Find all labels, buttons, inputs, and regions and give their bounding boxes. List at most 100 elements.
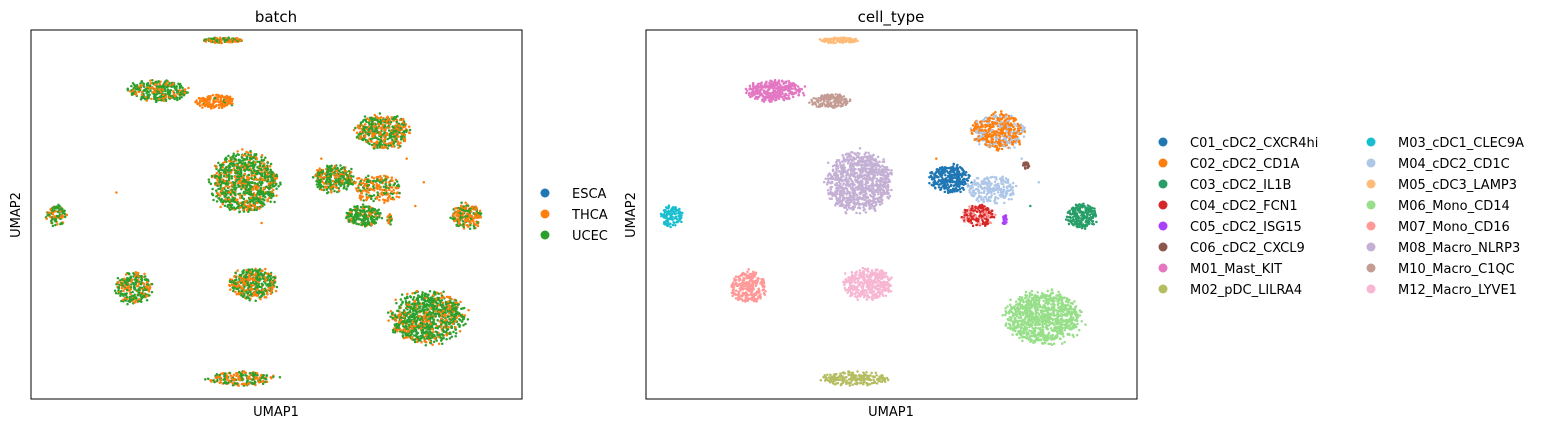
point bbox=[231, 155, 234, 159]
point bbox=[245, 290, 248, 293]
point bbox=[464, 219, 467, 223]
point bbox=[256, 182, 259, 186]
point bbox=[258, 198, 261, 201]
point bbox=[259, 272, 263, 275]
point bbox=[376, 191, 379, 194]
point bbox=[142, 295, 146, 299]
point bbox=[367, 215, 370, 218]
point bbox=[408, 131, 412, 135]
point bbox=[354, 215, 357, 218]
point bbox=[331, 179, 335, 183]
point bbox=[462, 210, 465, 214]
point bbox=[474, 223, 477, 227]
cluster-7 bbox=[449, 201, 483, 231]
point bbox=[272, 175, 275, 178]
point bbox=[433, 336, 436, 340]
point bbox=[208, 105, 211, 109]
point bbox=[138, 89, 142, 92]
point bbox=[365, 120, 368, 124]
point bbox=[442, 296, 446, 299]
point bbox=[325, 185, 329, 189]
point bbox=[243, 166, 247, 169]
point bbox=[372, 177, 376, 180]
point bbox=[422, 317, 426, 321]
point bbox=[249, 287, 253, 290]
point bbox=[454, 320, 457, 323]
point bbox=[337, 182, 341, 186]
point bbox=[379, 135, 383, 139]
point bbox=[478, 209, 482, 213]
point bbox=[375, 182, 378, 186]
point bbox=[357, 186, 360, 189]
point bbox=[215, 103, 218, 107]
point bbox=[198, 101, 201, 105]
point bbox=[220, 172, 223, 175]
panel-cell-type: cell_type UMAP1 UMAP2 C01_cDC2_CXCR4hiC0… bbox=[624, 8, 1524, 420]
point bbox=[454, 306, 458, 309]
point bbox=[327, 180, 331, 184]
point bbox=[458, 207, 462, 210]
point bbox=[461, 219, 465, 223]
point bbox=[424, 310, 428, 314]
point bbox=[399, 318, 403, 322]
point bbox=[240, 279, 243, 282]
point bbox=[320, 188, 324, 192]
point bbox=[455, 316, 459, 320]
cluster-5 bbox=[311, 164, 356, 195]
point bbox=[440, 337, 444, 341]
point bbox=[391, 192, 394, 196]
point bbox=[148, 87, 152, 90]
point bbox=[473, 226, 476, 230]
point bbox=[240, 162, 244, 165]
point bbox=[270, 178, 273, 182]
point bbox=[454, 299, 458, 302]
point bbox=[422, 321, 426, 324]
point bbox=[394, 319, 398, 322]
point bbox=[332, 184, 335, 187]
point bbox=[253, 291, 256, 294]
point bbox=[268, 184, 272, 187]
point bbox=[378, 130, 382, 134]
point bbox=[394, 117, 397, 121]
point bbox=[134, 276, 138, 280]
point bbox=[315, 183, 319, 186]
point bbox=[401, 334, 405, 337]
point bbox=[330, 164, 333, 167]
point bbox=[251, 171, 255, 175]
point bbox=[440, 342, 444, 346]
point bbox=[382, 191, 386, 195]
point bbox=[277, 185, 280, 188]
point bbox=[252, 201, 256, 204]
point bbox=[383, 125, 386, 128]
point bbox=[385, 119, 388, 123]
point bbox=[227, 96, 231, 99]
point bbox=[252, 372, 255, 376]
point bbox=[125, 288, 129, 292]
point bbox=[398, 305, 401, 308]
point bbox=[271, 285, 274, 288]
point bbox=[219, 378, 223, 382]
point bbox=[215, 177, 218, 180]
point bbox=[458, 317, 461, 321]
point bbox=[403, 125, 407, 128]
point bbox=[445, 302, 448, 306]
point bbox=[259, 183, 263, 187]
point bbox=[159, 85, 162, 88]
point bbox=[268, 193, 271, 197]
point bbox=[234, 278, 237, 282]
point bbox=[245, 150, 248, 154]
point bbox=[373, 210, 376, 214]
point bbox=[239, 177, 243, 180]
point bbox=[362, 199, 365, 202]
point bbox=[150, 290, 154, 294]
point bbox=[462, 222, 465, 226]
point bbox=[232, 206, 236, 209]
point bbox=[244, 273, 248, 277]
legend-entry: UCEC bbox=[540, 229, 608, 244]
point bbox=[228, 203, 232, 207]
point bbox=[223, 374, 226, 378]
point bbox=[347, 169, 351, 173]
point bbox=[245, 191, 249, 195]
